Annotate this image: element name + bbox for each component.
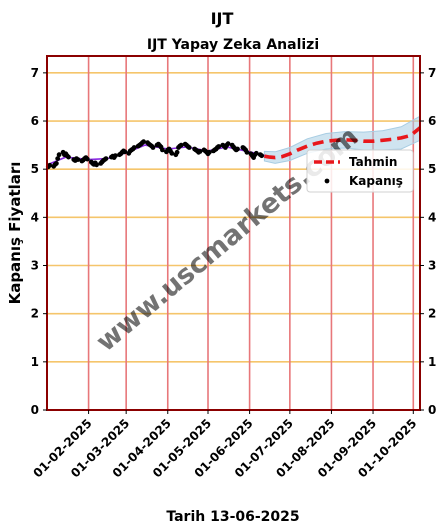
data-point [206, 149, 212, 155]
data-point [84, 156, 90, 162]
y-tick-label: 7 [428, 66, 436, 80]
y-tick-label: 6 [428, 114, 436, 128]
y-axis-label: Kapanış Fiyatları [6, 162, 24, 305]
data-point [178, 142, 184, 148]
x-axis-label: Tarih 13-06-2025 [166, 509, 299, 525]
closing-price-points [45, 139, 265, 170]
vertical-gridlines [87, 56, 415, 410]
y-tick-label: 0 [428, 403, 436, 417]
legend-label: Kapanış [349, 174, 403, 188]
data-point [235, 146, 240, 152]
forecast-path [264, 126, 422, 160]
data-point [141, 139, 147, 145]
plot-frame [46, 55, 421, 411]
chart-title: IJT [211, 9, 234, 28]
y-tick-label: 6 [31, 114, 39, 128]
legend-label: Tahmin [349, 155, 397, 169]
chart-subtitle: IJT Yapay Zeka Analizi [147, 37, 319, 53]
data-point [186, 145, 192, 150]
data-point [150, 145, 156, 150]
y-tick-label: 2 [428, 307, 436, 321]
forecast-line [264, 126, 422, 160]
y-axis-right-ticks: 0 1 2 3 4 5 6 7 [420, 66, 436, 417]
data-point [216, 144, 222, 149]
y-tick-label: 1 [31, 355, 39, 369]
y-tick-label: 1 [428, 355, 436, 369]
data-point [169, 150, 175, 156]
data-point [131, 145, 137, 150]
y-tick-label: 4 [31, 210, 39, 224]
data-point [54, 161, 59, 166]
legend-points-swatch [324, 178, 330, 184]
data-point [94, 162, 99, 168]
x-axis-ticks: 01-02-202501-03-202501-04-202501-05-2025… [31, 410, 419, 480]
data-point [253, 150, 259, 156]
horizontal-gridlines [47, 72, 420, 411]
data-point [225, 141, 231, 147]
y-tick-label: 4 [428, 210, 436, 224]
data-point [174, 149, 180, 155]
y-tick-label: 3 [31, 259, 39, 273]
y-tick-label: 0 [31, 403, 39, 417]
data-point [75, 157, 81, 163]
y-tick-label: 2 [31, 307, 39, 321]
y-tick-label: 7 [31, 66, 39, 80]
data-point [66, 154, 71, 160]
data-point [197, 149, 203, 154]
y-tick-label: 5 [428, 162, 436, 176]
data-point [47, 162, 53, 168]
y-axis-left-ticks: 0 1 2 3 4 5 6 7 [31, 66, 47, 417]
data-point [103, 156, 109, 162]
data-point [55, 156, 61, 162]
data-point [259, 153, 265, 159]
legend: Tahmin Kapanış [306, 149, 414, 193]
data-point [160, 147, 165, 153]
y-tick-label: 3 [428, 259, 436, 273]
data-point [122, 149, 128, 155]
data-point [244, 149, 250, 155]
y-tick-label: 5 [31, 162, 39, 176]
data-point [56, 152, 62, 158]
data-point [113, 153, 118, 159]
